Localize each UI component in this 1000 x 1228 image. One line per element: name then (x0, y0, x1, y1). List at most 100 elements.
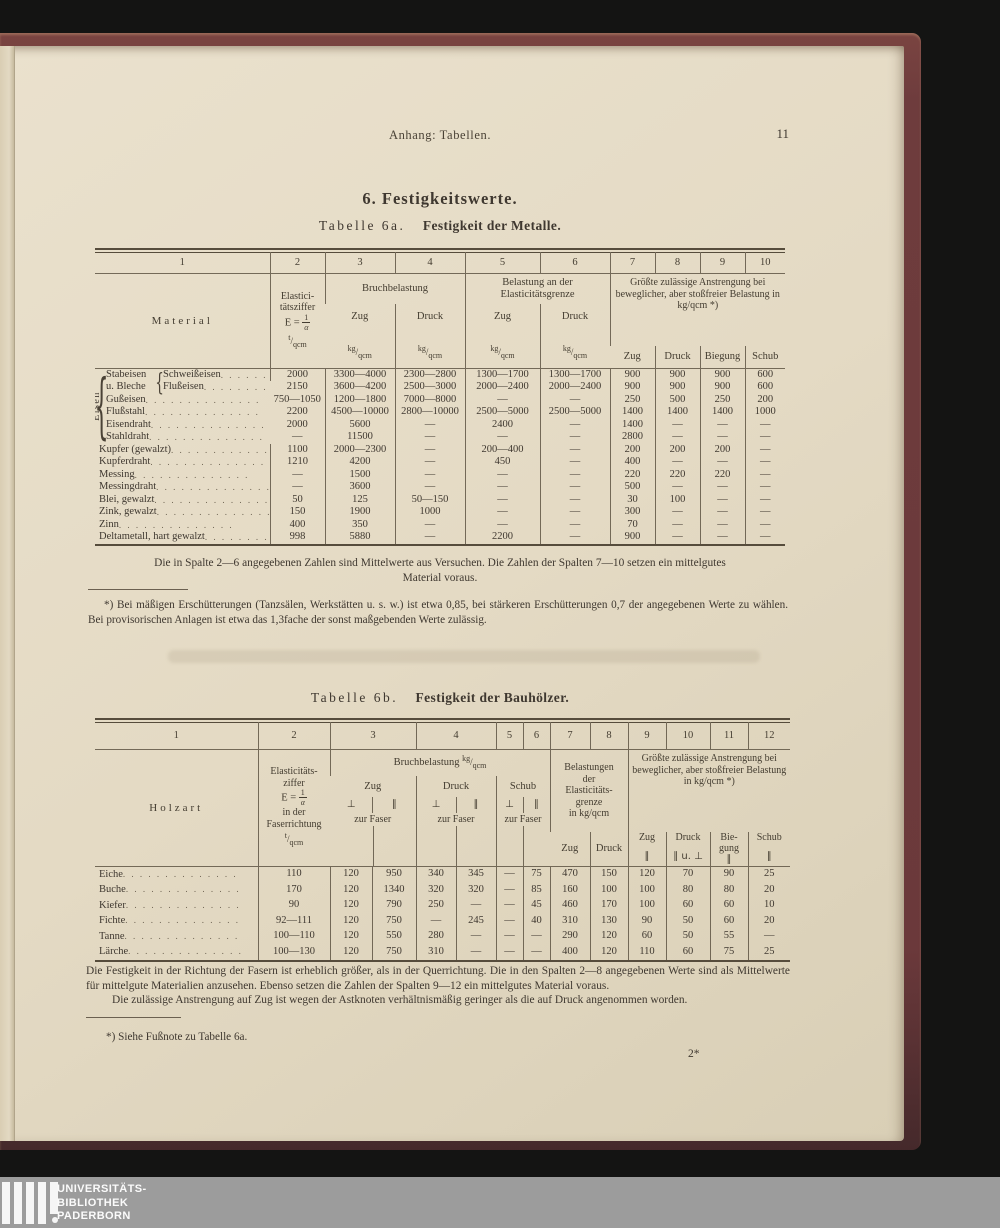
dot-leaders (150, 456, 269, 469)
col-number: 4 (394, 252, 465, 274)
value-cell: 3600—4200 (324, 381, 395, 394)
value-cell: 60 (709, 897, 748, 913)
col-number: 8 (654, 252, 700, 274)
col-number: 12 (747, 722, 790, 750)
value-cell: 900 (699, 367, 745, 381)
value-cell: 50 (665, 928, 710, 944)
dot-leaders (128, 944, 257, 960)
value-cell: — (394, 456, 465, 469)
material-label: Lärche (99, 946, 129, 957)
value-cell: 90 (257, 897, 330, 913)
value-cell: — (539, 518, 610, 531)
value-cell: 100 (589, 882, 628, 898)
table-row: Kupferdraht12104200—450—400——— (95, 456, 785, 469)
value-cell: 120 (329, 865, 372, 882)
value-cell: — (415, 913, 456, 929)
value-cell: 120 (329, 882, 372, 898)
value-cell: — (464, 393, 540, 406)
parallel-symbol: ∥ (522, 796, 550, 813)
value-cell: — (539, 443, 610, 456)
subheader-biegung: Biegung (699, 345, 745, 368)
value-cell: — (744, 418, 785, 431)
material-label-row: Messing (99, 469, 270, 482)
material-cell: Kiefer (95, 898, 258, 914)
material-label-row: Fichte (99, 913, 258, 929)
value-cell: 5600 (324, 418, 395, 431)
stab-subs: SchweißeisenFlußeisen (163, 369, 270, 394)
value-cell: 92—111 (257, 913, 330, 929)
value-cell: 2000 (286, 418, 308, 430)
signature-mark: 2* (688, 1048, 700, 1060)
value-cell: 900 (609, 531, 655, 545)
value-cell: 750 (371, 944, 416, 961)
value-cell: — (495, 882, 523, 898)
table-6a-note: Die in Spalte 2—6 angegebenen Zahlen sin… (154, 557, 726, 584)
value-cell: — (539, 431, 610, 444)
value-cell: — (464, 506, 540, 519)
value-cell: — (464, 468, 540, 481)
elasticity-unit: t/qcm (284, 831, 304, 848)
value-cell: 1210 (269, 456, 325, 469)
value-cell: 2500—5000 (464, 406, 540, 419)
value-cell: 100—110 (257, 928, 330, 944)
col-number: 3 (329, 722, 416, 750)
material-label-row: Deltametall, hart gewalzt (99, 531, 270, 544)
value-cell: 220 (609, 468, 655, 481)
value-cell: 1100 (269, 443, 325, 456)
section-title: 6. Festigkeitswerte. (362, 189, 518, 208)
parallel-symbol: ∥ (372, 796, 415, 813)
value-cell: 50 (665, 913, 710, 929)
value-cell: 90 (709, 865, 748, 882)
value-cell: — (654, 506, 700, 519)
value-cell: 790 (371, 897, 416, 913)
value-cell: 1400 (609, 418, 655, 431)
library-watermark-bar: UNIVERSITÄTS- BIBLIOTHEK PADERBORN (0, 1177, 1000, 1228)
material-label: Flußeisen (163, 381, 204, 392)
material-label-row: Zink, gewalzt (99, 506, 270, 519)
value-cell: — (744, 443, 785, 456)
value-cell: 340 (415, 865, 456, 882)
perp-symbol: ⊥ (505, 798, 514, 810)
value-cell: — (539, 506, 610, 519)
material-label: Fichte (99, 915, 126, 926)
material-label: Eiche (99, 868, 123, 880)
value-cell: 5880 (324, 531, 395, 545)
value-cell: — (654, 418, 700, 431)
stab-names: Stabeisen u. Bleche (106, 369, 156, 394)
value-cell: — (495, 944, 523, 961)
value-cell: — (744, 468, 785, 481)
value-cell: 11500 (324, 431, 395, 444)
dot-leaders (205, 531, 270, 544)
value-cell: 2400 (464, 418, 540, 431)
dot-leaders (125, 913, 257, 929)
material-label: Zink, gewalzt (99, 506, 157, 517)
value-cell: 70 (609, 518, 655, 531)
stab-line: u. Bleche (106, 381, 146, 392)
col-number: 9 (699, 252, 745, 274)
material-label-row: Lärche (99, 944, 258, 960)
header-material: Material (151, 314, 213, 327)
material-label: Zinn (99, 518, 119, 530)
value-cell: — (522, 944, 550, 961)
material-label-row: Eisendraht (106, 419, 270, 432)
material-cell: Deltametall, hart gewalzt (95, 531, 270, 545)
page-number: 11 (776, 126, 789, 141)
material-label-row: Tanne (99, 929, 258, 945)
value-cell: — (464, 493, 540, 506)
value-cell: 900 (654, 367, 700, 381)
value-cell: — (539, 456, 610, 469)
table-6b-footnote: *) Siehe Fußnote zu Tabelle 6a. (106, 1031, 248, 1043)
table-row: Zink, gewalzt15019001000——300——— (95, 506, 785, 519)
value-cell: 1000 (394, 506, 465, 519)
value-cell: 120 (329, 913, 372, 929)
col-number: 5 (464, 252, 540, 274)
value-cell: 600 (744, 381, 785, 394)
value-cell: 200 (744, 393, 785, 406)
col-number: 1 (95, 252, 270, 274)
dot-leaders (151, 419, 270, 432)
